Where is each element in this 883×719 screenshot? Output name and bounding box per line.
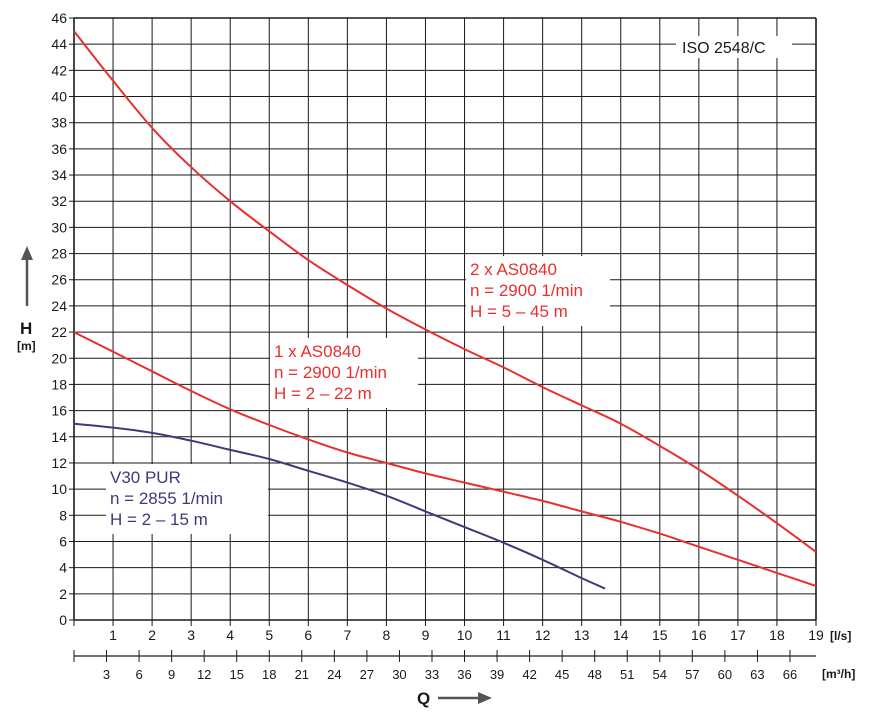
x-axis-unit: [l/s]	[830, 629, 851, 643]
x-secondary-tick-label: 27	[360, 667, 374, 682]
x-secondary-tick-label: 54	[653, 667, 667, 682]
y-tick-label: 10	[51, 481, 67, 497]
x-tick-label: 5	[265, 627, 273, 643]
x-tick-label: 2	[148, 627, 156, 643]
y-axis-arrow-head	[21, 246, 33, 260]
iso-standard-label: ISO 2548/C	[682, 40, 766, 57]
x-tick-label: 3	[187, 627, 195, 643]
y-tick-label: 38	[51, 115, 67, 131]
y-tick-label: 46	[51, 10, 67, 26]
y-tick-label: 42	[51, 62, 67, 78]
x-secondary-tick-label: 21	[295, 667, 309, 682]
curve-3	[73, 422, 606, 590]
y-tick-label: 44	[51, 36, 67, 52]
x-secondary-tick-label: 12	[197, 667, 211, 682]
x-secondary-tick-label: 33	[425, 667, 439, 682]
x-secondary-tick-label: 36	[457, 667, 471, 682]
x-secondary-tick-label: 18	[262, 667, 276, 682]
x-secondary-tick-label: 57	[685, 667, 699, 682]
x-tick-label: 6	[304, 627, 312, 643]
x-tick-label: 19	[808, 627, 824, 643]
x-secondary-tick-label: 45	[555, 667, 569, 682]
y-tick-label: 14	[51, 429, 67, 445]
y-tick-label: 2	[59, 586, 67, 602]
x-tick-label: 13	[574, 627, 590, 643]
x-tick-label: 4	[226, 627, 234, 643]
y-tick-label: 36	[51, 141, 67, 157]
curves	[73, 30, 817, 590]
annotation-line: H = 2 – 15 m	[110, 510, 208, 529]
x-secondary-tick-label: 39	[490, 667, 504, 682]
y-axis-unit: [m]	[17, 339, 36, 353]
x-axis-arrow-head	[478, 692, 492, 704]
x-secondary-tick-label: 30	[392, 667, 406, 682]
annotation-line: n = 2855 1/min	[110, 489, 223, 508]
x-tick-label: 9	[422, 627, 430, 643]
x-tick-labels: 1 2 3 4 5 6 7 8 9 10 11 12 13 14 15 16 17 18 19	[109, 627, 824, 643]
x-tick-label: 1	[109, 627, 117, 643]
y-tick-label: 28	[51, 246, 67, 262]
x-secondary-tick-label: 42	[522, 667, 536, 682]
y-tick-label: 0	[59, 612, 67, 628]
annotation-line: n = 2900 1/min	[470, 281, 583, 300]
x-secondary-tick-label: 9	[168, 667, 175, 682]
y-tick-label: 34	[51, 167, 67, 183]
x-secondary-tick-label: 3	[103, 667, 110, 682]
y-tick-label: 8	[59, 507, 67, 523]
annotation-line: H = 5 – 45 m	[470, 302, 568, 321]
annotation-line: n = 2900 1/min	[274, 363, 387, 382]
y-tick-label: 4	[59, 560, 67, 576]
x-tick-label: 15	[652, 627, 668, 643]
x-tick-label: 16	[691, 627, 707, 643]
y-tick-label: 18	[51, 376, 67, 392]
curve-2	[73, 331, 817, 587]
x-tick-label: 14	[613, 627, 629, 643]
y-tick-label: 32	[51, 193, 67, 209]
annotation-box-1	[466, 256, 610, 326]
y-tick-label: 30	[51, 219, 67, 235]
x-axis-label: Q	[417, 689, 430, 708]
x-tick-label: 7	[343, 627, 351, 643]
annotation-line: H = 2 – 22 m	[274, 384, 372, 403]
x-secondary-tick-label: 66	[783, 667, 797, 682]
x-secondary-tick-label: 6	[135, 667, 142, 682]
y-tick-label: 12	[51, 455, 67, 471]
y-tick-label: 40	[51, 89, 67, 105]
annotation-line: 2 x AS0840	[470, 260, 557, 279]
annotation-line: 1 x AS0840	[274, 342, 361, 361]
x-secondary-tick-label: 15	[229, 667, 243, 682]
y-tick-label: 6	[59, 533, 67, 549]
x-secondary-tick-label: 48	[587, 667, 601, 682]
x-secondary-tick-label: 60	[718, 667, 732, 682]
x-secondary-tick-label: 24	[327, 667, 341, 682]
y-tick-label: 24	[51, 298, 67, 314]
y-axis-label: H	[20, 319, 32, 338]
x-secondary-tick-labels: 3 6 9 12 15 18 21 24 27 30 33 36 39 42 45 48 51 54 57 60 63 6…	[103, 667, 797, 682]
y-tick-label: 26	[51, 272, 67, 288]
x-secondary-tick-label: 51	[620, 667, 634, 682]
y-tick-labels: 0246810121416182022242628303234363840424…	[51, 10, 67, 628]
x-tick-label: 10	[457, 627, 473, 643]
x-tick-label: 11	[496, 627, 511, 643]
x-secondary-tick-label: 63	[750, 667, 764, 682]
x-tick-label: 17	[730, 627, 746, 643]
x-tick-label: 8	[383, 627, 391, 643]
curve-annotations: 2 x AS0840 n = 2900 1/min H = 5 – 45 m 1 x …	[106, 256, 610, 534]
y-tick-label: 20	[51, 350, 67, 366]
y-tick-label: 22	[51, 324, 67, 340]
annotation-line: V30 PUR	[110, 468, 181, 487]
iso-label-bg	[676, 36, 792, 58]
x-tick-label: 18	[769, 627, 785, 643]
curve-1	[73, 30, 817, 553]
x-secondary-axis-unit: [m³/h]	[822, 667, 855, 681]
y-tick-label: 16	[51, 403, 67, 419]
annotation-box-2	[270, 338, 418, 408]
x-tick-label: 12	[535, 627, 551, 643]
grid	[69, 17, 817, 662]
annotation-box-3	[106, 464, 268, 534]
